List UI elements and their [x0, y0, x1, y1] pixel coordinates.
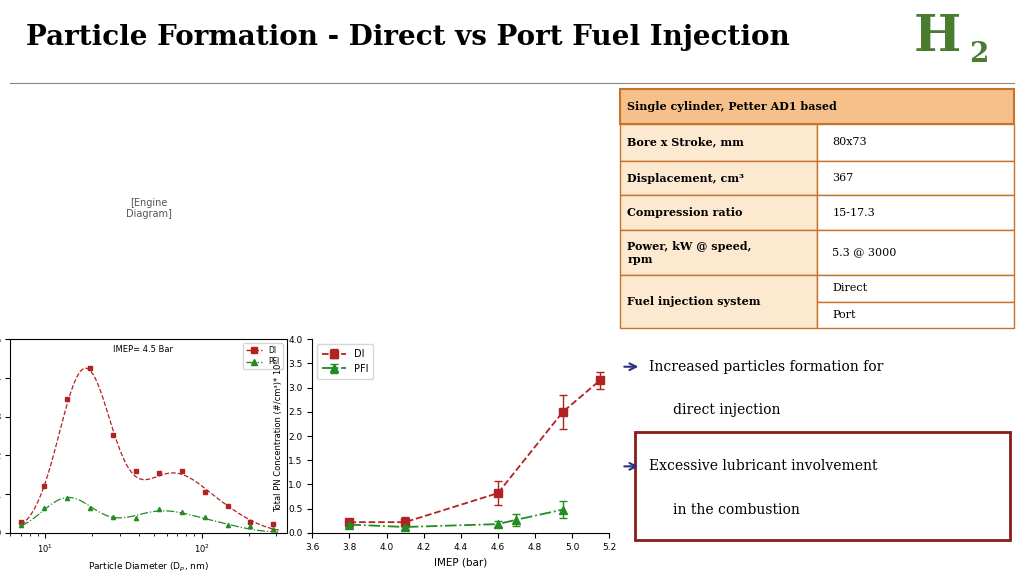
Text: Single cylinder, Petter AD1 based: Single cylinder, Petter AD1 based: [628, 101, 838, 112]
FancyBboxPatch shape: [817, 301, 1014, 328]
Text: 5.3 @ 3000: 5.3 @ 3000: [833, 248, 897, 257]
Y-axis label: Total PN Concentration (#/cm³)* 10⁶: Total PN Concentration (#/cm³)* 10⁶: [273, 360, 283, 512]
Text: Port: Port: [833, 310, 856, 320]
FancyBboxPatch shape: [817, 230, 1014, 275]
FancyBboxPatch shape: [817, 275, 1014, 301]
FancyBboxPatch shape: [817, 161, 1014, 195]
Text: 367: 367: [833, 173, 854, 183]
FancyBboxPatch shape: [620, 195, 817, 230]
Text: in the combustion: in the combustion: [673, 503, 800, 517]
Text: Increased particles formation for: Increased particles formation for: [649, 360, 884, 374]
Text: [Engine
Diagram]: [Engine Diagram]: [126, 198, 171, 219]
FancyBboxPatch shape: [620, 230, 817, 275]
FancyBboxPatch shape: [620, 275, 817, 328]
Text: Compression ratio: Compression ratio: [628, 207, 742, 218]
Text: 10: 10: [969, 551, 993, 570]
FancyBboxPatch shape: [620, 161, 817, 195]
Text: 15-17.3: 15-17.3: [833, 208, 876, 218]
Text: [DI / PFI
Cutaway]: [DI / PFI Cutaway]: [430, 198, 476, 219]
Text: Displacement, cm³: Displacement, cm³: [628, 173, 744, 184]
FancyBboxPatch shape: [817, 124, 1014, 161]
X-axis label: IMEP (bar): IMEP (bar): [434, 557, 487, 567]
FancyBboxPatch shape: [620, 124, 817, 161]
Text: H: H: [913, 13, 961, 62]
Text: IMEP= 4.5 Bar: IMEP= 4.5 Bar: [113, 345, 173, 354]
Legend: DI, PFI: DI, PFI: [243, 343, 283, 369]
X-axis label: Particle Diameter (D$_p$, nm): Particle Diameter (D$_p$, nm): [88, 560, 209, 574]
Text: Power, kW @ speed,
rpm: Power, kW @ speed, rpm: [628, 241, 752, 264]
FancyBboxPatch shape: [620, 89, 1014, 124]
Text: Direct: Direct: [833, 283, 867, 293]
Legend: DI, PFI: DI, PFI: [317, 344, 374, 378]
FancyBboxPatch shape: [817, 195, 1014, 230]
FancyBboxPatch shape: [635, 431, 1010, 540]
Text: Excessive lubricant involvement: Excessive lubricant involvement: [649, 459, 878, 473]
Text: direct injection: direct injection: [673, 403, 780, 417]
Text: Particle Formation - Direct vs Port Fuel Injection: Particle Formation - Direct vs Port Fuel…: [26, 24, 790, 51]
Text: Fuel injection system: Fuel injection system: [628, 296, 761, 307]
Text: 80x73: 80x73: [833, 137, 867, 147]
Text: 2: 2: [969, 41, 988, 68]
Text: Bore x Stroke, mm: Bore x Stroke, mm: [628, 137, 744, 148]
